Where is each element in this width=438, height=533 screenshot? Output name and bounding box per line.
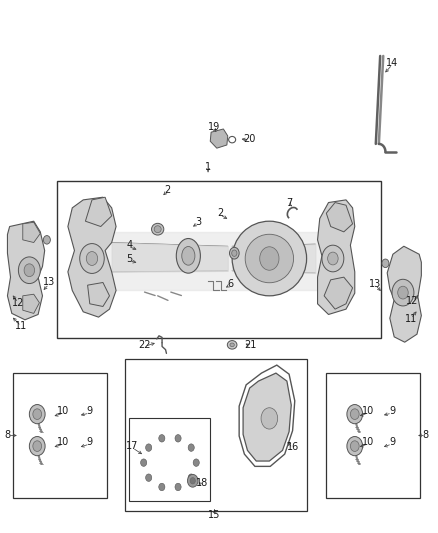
Circle shape (43, 236, 50, 244)
Text: 17: 17 (126, 441, 138, 451)
Text: 8: 8 (5, 431, 11, 440)
Ellipse shape (152, 223, 164, 235)
Ellipse shape (232, 250, 237, 256)
Circle shape (382, 259, 389, 268)
Text: 21: 21 (244, 340, 257, 350)
Text: 9: 9 (389, 438, 395, 447)
Text: 9: 9 (87, 438, 93, 447)
Text: 11: 11 (15, 321, 27, 331)
Circle shape (29, 437, 45, 456)
Polygon shape (7, 221, 45, 320)
Circle shape (175, 483, 181, 491)
Polygon shape (326, 203, 353, 232)
Circle shape (260, 247, 279, 270)
Text: 20: 20 (244, 134, 256, 143)
Text: 19: 19 (208, 122, 220, 132)
Text: 8: 8 (423, 431, 429, 440)
Polygon shape (88, 282, 110, 306)
Text: 9: 9 (389, 407, 395, 416)
Circle shape (392, 279, 414, 306)
Circle shape (328, 252, 338, 265)
Circle shape (159, 483, 165, 491)
Circle shape (193, 459, 199, 466)
Circle shape (350, 441, 359, 451)
Circle shape (188, 474, 194, 481)
Polygon shape (23, 294, 39, 313)
Circle shape (86, 252, 98, 265)
Text: 12: 12 (406, 296, 419, 306)
Circle shape (322, 245, 344, 272)
Circle shape (190, 478, 195, 484)
Polygon shape (210, 129, 228, 148)
Circle shape (188, 444, 194, 451)
Text: 11: 11 (405, 314, 417, 324)
Circle shape (159, 434, 165, 442)
Circle shape (175, 434, 181, 442)
Text: 14: 14 (386, 58, 399, 68)
Circle shape (141, 459, 147, 466)
Text: 9: 9 (87, 407, 93, 416)
Ellipse shape (230, 247, 239, 259)
Ellipse shape (245, 235, 293, 282)
Polygon shape (324, 277, 353, 309)
Circle shape (24, 264, 35, 277)
Text: 16: 16 (286, 442, 299, 451)
Text: 2: 2 (217, 208, 223, 218)
Circle shape (347, 437, 363, 456)
Text: 13: 13 (43, 278, 55, 287)
Text: 4: 4 (126, 240, 132, 250)
Text: 6: 6 (227, 279, 233, 288)
Text: 5: 5 (126, 254, 132, 264)
Text: 13: 13 (369, 279, 381, 288)
Polygon shape (23, 222, 40, 243)
Bar (125, 359, 307, 511)
Circle shape (29, 405, 45, 424)
Text: 18: 18 (196, 479, 208, 488)
Circle shape (33, 441, 42, 451)
Text: 2: 2 (164, 185, 170, 195)
Polygon shape (318, 200, 355, 314)
Bar (57, 181, 381, 338)
Text: 10: 10 (362, 407, 374, 416)
Polygon shape (85, 197, 112, 227)
Text: 22: 22 (138, 340, 151, 350)
Text: 3: 3 (195, 217, 201, 227)
Ellipse shape (230, 343, 234, 346)
Text: 10: 10 (57, 438, 70, 447)
Ellipse shape (154, 225, 161, 232)
Text: 1: 1 (205, 163, 211, 172)
Circle shape (350, 409, 359, 419)
Ellipse shape (232, 221, 307, 296)
Polygon shape (387, 246, 421, 342)
Text: 12: 12 (12, 298, 25, 308)
Ellipse shape (176, 239, 200, 273)
Circle shape (145, 474, 152, 481)
Text: 15: 15 (208, 510, 221, 520)
Circle shape (33, 409, 42, 419)
Text: 10: 10 (362, 438, 374, 447)
Ellipse shape (261, 408, 278, 429)
Circle shape (187, 474, 198, 487)
Text: 10: 10 (57, 407, 70, 416)
Text: 7: 7 (286, 198, 292, 207)
Circle shape (347, 405, 363, 424)
Polygon shape (243, 373, 291, 461)
Ellipse shape (182, 246, 195, 265)
Circle shape (398, 286, 408, 299)
Bar (13, 373, 107, 498)
Circle shape (18, 257, 40, 284)
Circle shape (145, 444, 152, 451)
Circle shape (80, 244, 104, 273)
Polygon shape (68, 197, 116, 317)
Ellipse shape (227, 341, 237, 349)
Bar (326, 373, 420, 498)
Bar (129, 418, 210, 501)
